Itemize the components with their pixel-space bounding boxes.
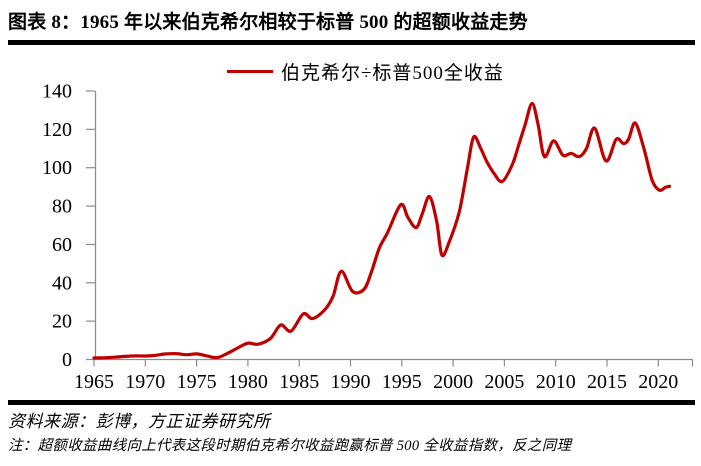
y-tick-label: 20 [52, 311, 72, 333]
x-tick-label: 1990 [331, 371, 371, 393]
y-tick-label: 120 [42, 119, 72, 141]
header-divider [8, 40, 695, 45]
note-text: 注：超额收益曲线向上代表这段时期伯克希尔收益跑赢标普 500 全收益指数，反之同… [8, 438, 572, 454]
x-tick-label: 1985 [279, 371, 319, 393]
x-tick-label: 1970 [125, 371, 165, 393]
x-tick-label: 2005 [484, 371, 524, 393]
x-tick-label: 1965 [74, 371, 114, 393]
x-tick-label: 1980 [228, 371, 268, 393]
y-tick-label: 100 [42, 157, 72, 179]
y-tick-label: 0 [62, 349, 72, 371]
x-tick-label: 2015 [587, 371, 627, 393]
source-text: 资料来源：彭博，方正证券研究所 [8, 412, 271, 431]
footer-divider [8, 400, 695, 405]
x-tick-label: 2010 [536, 371, 576, 393]
legend-label: 伯克希尔÷标普500全收益 [281, 63, 504, 84]
legend: 伯克希尔÷标普500全收益 [227, 60, 504, 84]
y-tick-label: 60 [52, 234, 72, 256]
y-tick-label: 40 [52, 272, 72, 294]
x-tick-label: 2020 [638, 371, 678, 393]
y-tick-label: 140 [42, 81, 72, 103]
legend-line-swatch [227, 69, 273, 74]
page-title: 图表 8：1965 年以来伯克希尔相较于标普 500 的超额收益走势 [8, 12, 528, 33]
y-tick-label: 80 [52, 196, 72, 218]
x-tick-label: 1975 [177, 371, 217, 393]
x-tick-label: 2000 [433, 371, 473, 393]
x-tick-label: 1995 [382, 371, 422, 393]
series-line-berkshire-vs-sp500 [92, 101, 672, 360]
